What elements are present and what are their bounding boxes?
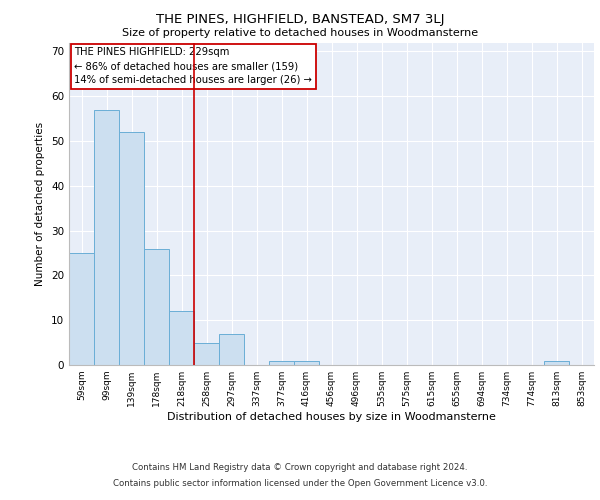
Bar [69,253,94,365]
Bar [269,360,294,365]
Text: Contains public sector information licensed under the Open Government Licence v3: Contains public sector information licen… [113,478,487,488]
Bar [544,360,569,365]
Text: Size of property relative to detached houses in Woodmansterne: Size of property relative to detached ho… [122,28,478,38]
Bar [294,360,319,365]
Y-axis label: Number of detached properties: Number of detached properties [35,122,46,286]
Bar [144,248,169,365]
Bar [219,334,244,365]
Text: Contains HM Land Registry data © Crown copyright and database right 2024.: Contains HM Land Registry data © Crown c… [132,464,468,472]
Bar [194,342,219,365]
Bar [94,110,119,365]
Text: THE PINES, HIGHFIELD, BANSTEAD, SM7 3LJ: THE PINES, HIGHFIELD, BANSTEAD, SM7 3LJ [156,12,444,26]
Bar [169,311,194,365]
Text: THE PINES HIGHFIELD: 229sqm
← 86% of detached houses are smaller (159)
14% of se: THE PINES HIGHFIELD: 229sqm ← 86% of det… [74,48,312,86]
Bar [119,132,144,365]
X-axis label: Distribution of detached houses by size in Woodmansterne: Distribution of detached houses by size … [167,412,496,422]
